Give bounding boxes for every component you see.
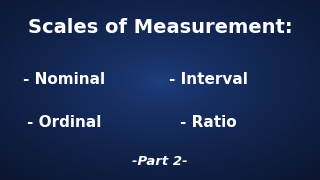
Text: - Nominal: - Nominal [23, 72, 105, 87]
Text: - Interval: - Interval [169, 72, 247, 87]
Text: - Ratio: - Ratio [180, 115, 236, 130]
Text: - Ordinal: - Ordinal [27, 115, 101, 130]
Text: -Part 2-: -Part 2- [132, 155, 188, 168]
Text: Scales of Measurement:: Scales of Measurement: [28, 18, 292, 37]
